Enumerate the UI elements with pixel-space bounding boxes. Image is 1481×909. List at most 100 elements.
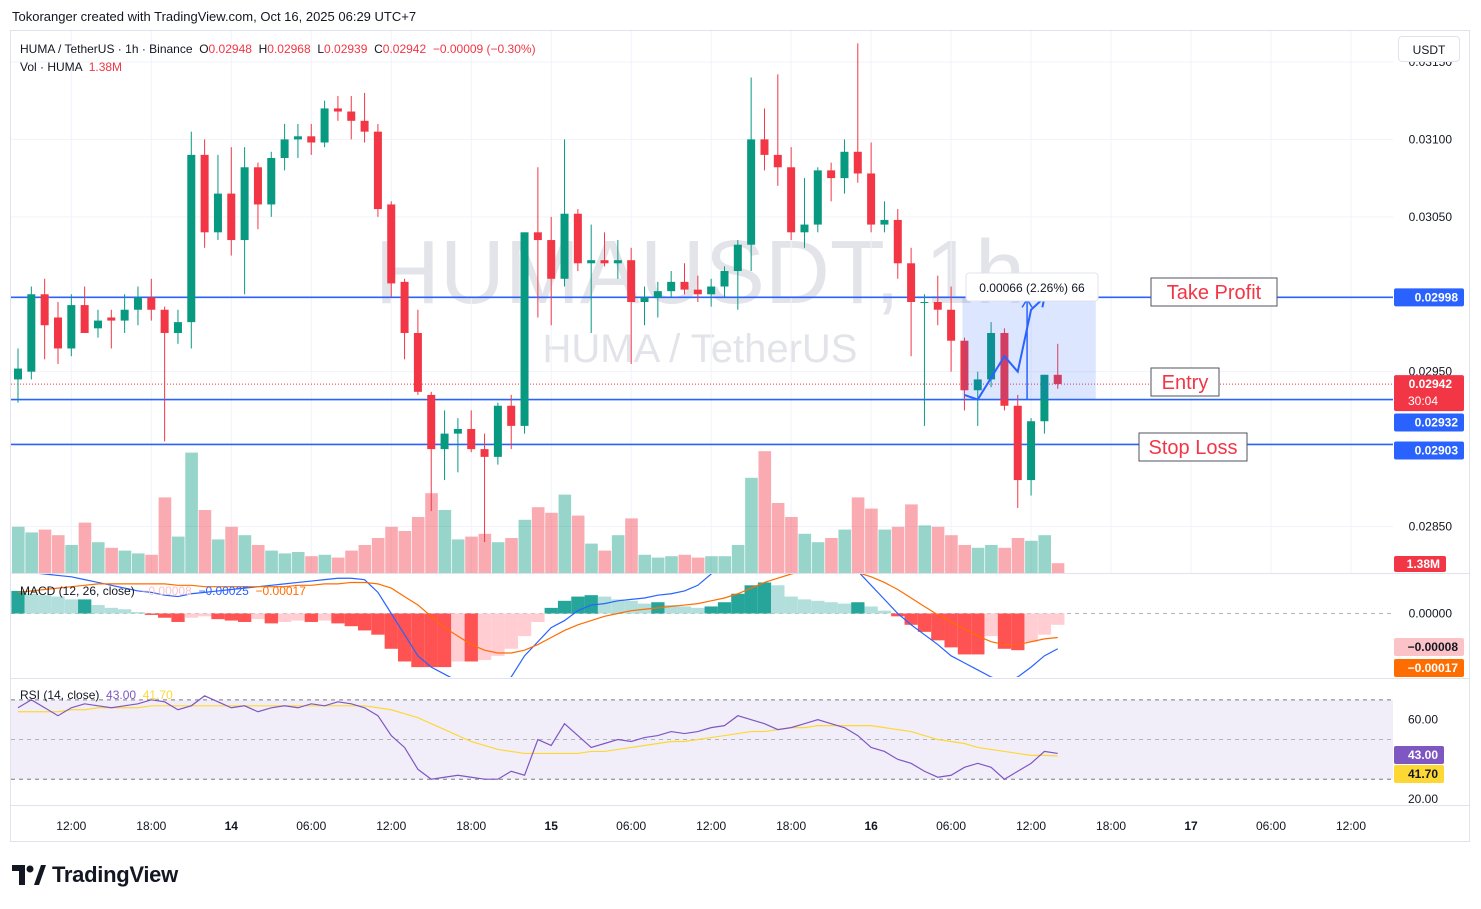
- volume-bar: [891, 526, 905, 573]
- candle-body: [813, 170, 822, 225]
- time-tick-label: 18:00: [1096, 819, 1126, 833]
- volume-bar: [198, 510, 212, 573]
- candle-body: [947, 309, 956, 341]
- candle-body: [14, 368, 22, 380]
- candle-body: [720, 271, 729, 287]
- time-tick-label: 18:00: [456, 819, 486, 833]
- volume-bar: [225, 526, 238, 573]
- volume-bar: [398, 531, 412, 573]
- candle-body: [707, 286, 716, 295]
- volume-bar: [478, 533, 492, 573]
- volume-bar: [865, 508, 878, 573]
- volume-bar: [411, 517, 425, 573]
- macd-histogram-bar: [757, 582, 772, 614]
- macd-histogram-bar: [118, 609, 132, 614]
- candle-body: [547, 240, 556, 279]
- macd-histogram-bar: [597, 596, 612, 614]
- candle-body: [67, 305, 76, 349]
- macd-histogram-bar: [784, 596, 798, 614]
- candle-body: [680, 281, 689, 290]
- rsi-legend[interactable]: RSI (14, close) 43.00 41.70: [20, 688, 173, 702]
- macd-histogram-bar: [331, 613, 345, 624]
- candle-body: [493, 405, 502, 457]
- measure-label: 0.00066 (2.26%) 66: [979, 281, 1085, 295]
- volume-bar: [585, 543, 598, 573]
- macd-histogram-bar: [211, 613, 225, 620]
- time-tick-label: 12:00: [56, 819, 86, 833]
- volume-bar: [12, 526, 25, 573]
- price-tick-label: 0.03100: [1409, 132, 1453, 146]
- time-tick-label: 12:00: [1016, 819, 1046, 833]
- price-axis[interactable]: 0.031500.031000.030500.029500.028500.029…: [1394, 55, 1464, 806]
- volume-bar: [571, 515, 585, 573]
- candle-body: [253, 167, 262, 205]
- macd-histogram-bar: [64, 599, 79, 614]
- volume-bar: [971, 547, 985, 573]
- high-label: H: [258, 42, 268, 56]
- candle-body: [960, 340, 969, 391]
- currency-button[interactable]: USDT: [1398, 36, 1460, 62]
- macd-signal-badge-label: −0.00017: [1408, 661, 1459, 675]
- entry-price-badge: [1394, 413, 1464, 432]
- candle-series: [14, 43, 1062, 543]
- measure-box: [965, 272, 1099, 302]
- watermark-description: HUMA / TetherUS: [543, 327, 858, 371]
- rsi-tick-label: 60.00: [1408, 713, 1438, 727]
- volume-badge: [1394, 556, 1446, 572]
- volume-series: [12, 451, 1065, 573]
- volume-bar: [358, 545, 372, 573]
- candle-body: [907, 263, 916, 302]
- time-tick-label: 12:00: [1336, 819, 1366, 833]
- projection-box: [962, 297, 1096, 400]
- close-label: C: [374, 42, 383, 56]
- volume-bar: [691, 557, 705, 573]
- entry-box: [1150, 367, 1220, 397]
- candle-body: [733, 244, 742, 272]
- take-profit-price-badge: [1394, 288, 1464, 307]
- volume-bar: [811, 542, 825, 573]
- candle-body: [880, 219, 889, 225]
- macd-histogram-bar: [11, 590, 25, 614]
- macd-histogram-bar: [371, 613, 385, 635]
- macd-pane: [11, 574, 1393, 677]
- macd-legend[interactable]: MACD (12, 26, close) −0.00008 −0.00025 −…: [20, 584, 306, 598]
- volume-bar: [651, 557, 665, 573]
- macd-histogram-bar: [451, 613, 465, 662]
- macd-zero-tick: 0.00000: [1409, 607, 1453, 621]
- time-tick-label: 15: [545, 819, 559, 833]
- macd-histogram-bar: [744, 585, 758, 614]
- volume-bar: [918, 525, 932, 573]
- candle-body: [400, 281, 409, 333]
- volume-bar: [425, 493, 438, 573]
- volume-bar: [185, 452, 198, 573]
- time-axis[interactable]: 12:00 18:00 14 06:00 12:00 18:00 15 06:00 12:00 1…: [56, 819, 1366, 833]
- tradingview-logo[interactable]: TradingView: [12, 862, 178, 888]
- candle-body: [133, 297, 142, 310]
- candle-body: [827, 170, 836, 179]
- drawings[interactable]: 0.00066 (2.26%) 66 Take Profit Entry Stop L…: [962, 272, 1278, 462]
- volume-label[interactable]: Vol · HUMA: [20, 60, 83, 74]
- volume-bar: [745, 477, 758, 573]
- volume-bar: [945, 535, 958, 573]
- price-tick-label: 0.03050: [1409, 210, 1453, 224]
- macd-signal-badge: [1394, 659, 1464, 677]
- volume-bar: [798, 533, 812, 573]
- volume-bar: [65, 545, 78, 573]
- volume-bar: [465, 536, 478, 573]
- macd-histogram-bar: [931, 613, 945, 641]
- volume-bar: [611, 535, 625, 573]
- volume-bar: [438, 510, 452, 573]
- macd-histogram-bar: [504, 613, 518, 649]
- macd-histogram-bar: [864, 606, 878, 614]
- candle-body: [293, 136, 302, 140]
- macd-histogram-bar: [544, 607, 558, 614]
- macd-label[interactable]: MACD (12, 26, close): [20, 584, 135, 598]
- rsi-label[interactable]: RSI (14, close): [20, 688, 100, 702]
- volume-bar: [705, 556, 718, 573]
- symbol-legend[interactable]: HUMA / TetherUS · 1h · Binance O0.02948 …: [20, 40, 536, 76]
- symbol-title[interactable]: HUMA / TetherUS · 1h · Binance: [20, 42, 193, 56]
- volume-bar: [758, 451, 772, 573]
- volume-bar: [625, 518, 638, 573]
- close-value: 0.02942: [382, 42, 427, 56]
